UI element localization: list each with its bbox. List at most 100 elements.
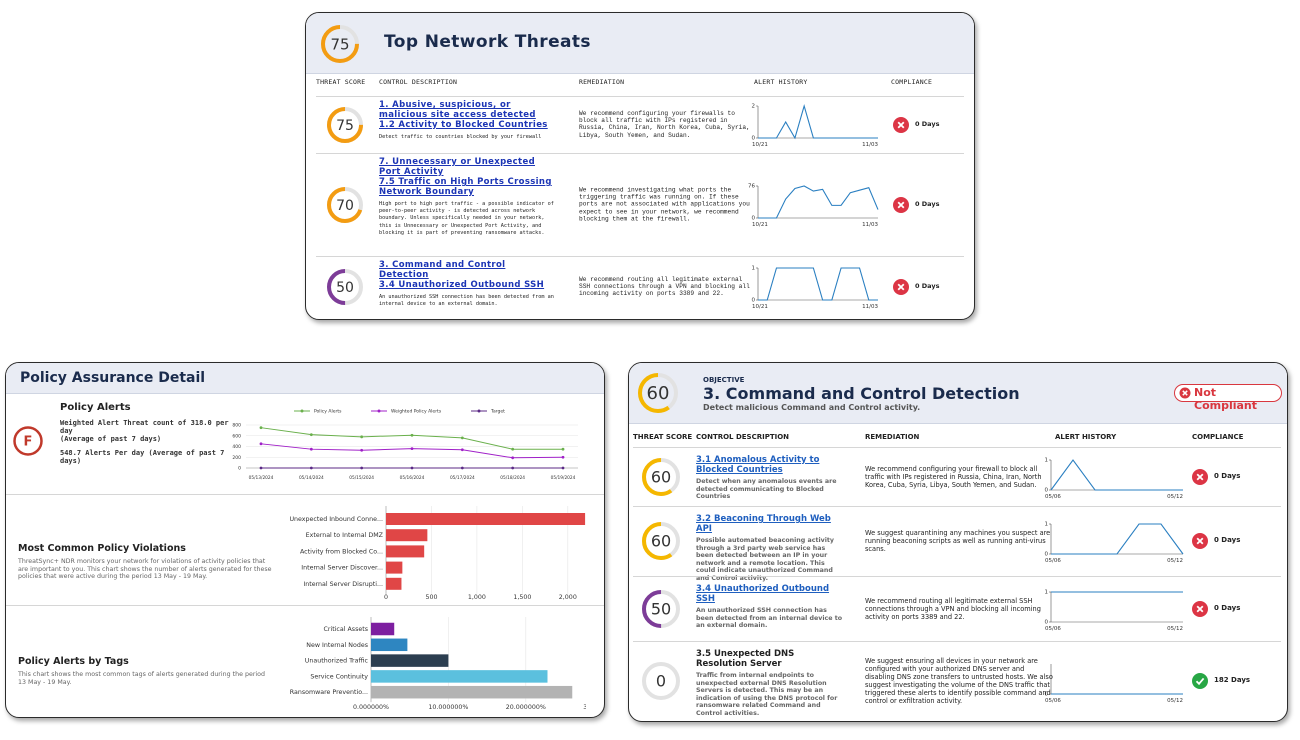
control-link[interactable]: 1. Abusive, suspicious, or malicious sit… [379,100,536,120]
score-ring: 60 [638,373,678,413]
bar-chart: 0.000000% 10.000000% 20.000000% 30.000000% C… [290,617,586,711]
series-point [360,435,364,439]
column-header: THREAT SCORE [316,78,366,86]
y-tick-label: 1 [1045,522,1049,528]
control-link[interactable]: 3.1 Anomalous Activity to Blocked Countr… [696,455,820,475]
score-ring: 60 [642,522,680,560]
control-link[interactable]: 7.5 Traffic on High Ports Crossing Netwo… [379,177,552,197]
y-tick-label: External to Internal DMZ [306,532,384,539]
divider [6,605,604,606]
legend-label: Target [490,409,505,415]
score-value: 75 [336,118,354,134]
row-divider [633,576,1281,577]
x-tick-label: 05/16/2024 [400,475,425,481]
x-tick-label: 10.000000% [428,704,468,711]
icon-glyph [1196,537,1204,545]
y-tick-label: 0 [1045,692,1049,698]
remediation-text: We recommend routing all legitimate exte… [579,275,750,298]
bar [386,529,428,542]
series-point [309,447,313,451]
series-point [309,466,313,470]
x-tick-label: 10/21 [752,222,768,228]
control-link[interactable]: 3.4 Unauthorized Outbound SSH [379,280,545,290]
series-point [460,436,464,440]
description-text: An unauthorized SSH connection has been … [379,294,554,308]
grade-badge: F [13,426,43,456]
icon-glyph [1196,473,1204,480]
y-tick-label: 0 [1045,552,1049,558]
objective-panel: OBJECTIVE 3. Command and Control Detecti… [628,362,1288,722]
policy-panel: Policy Assurance Detail Policy Alerts We… [5,362,605,718]
series-point [259,466,263,470]
y-tick-label: New Internal Nodes [306,642,368,649]
objective-label: OBJECTIVE [703,376,745,384]
column-header: REMEDIATION [579,78,625,86]
control-link[interactable]: 3.4 Unauthorized Outbound SSH [696,584,830,604]
x-tick-label: 05/12 [1167,494,1183,500]
series-point [561,466,565,470]
score-value: 60 [647,383,670,404]
x-tick-label: 05/18/2024 [500,475,525,481]
panel-title: Top Network Threats [384,32,591,52]
score-value: 60 [651,532,671,551]
remediation-text: We recommend configuring your firewalls … [579,109,750,139]
remediation-text: We recommend configuring your firewall t… [865,464,1042,489]
ring-track [642,662,680,700]
series-point [410,466,414,470]
bar [371,622,395,636]
noncompliant-icon [1192,600,1208,617]
series-line [260,443,564,459]
legend-dot [477,409,481,413]
history-line [758,184,879,219]
bar [371,670,548,683]
panel-header [306,13,974,74]
y-tick-label: 0 [752,297,756,303]
compliance-days: 0 Days [915,199,940,208]
x-tick-label: 0 [384,594,388,601]
noncompliant-icon [1192,533,1208,549]
noncompliant-icon [1192,468,1208,485]
ring-arc [642,522,680,560]
remediation-text: We suggest ensuring all devices in your … [865,657,1053,705]
description-text: Detect when any anomalous events are det… [696,478,837,501]
section-text: ThreatSync+ NDR monitors your network fo… [18,558,272,580]
control-heading: 3.5 Unexpected DNS Resolution Server [696,649,795,669]
alert-history-chart: 005/06 05/12 [1045,664,1183,704]
control-link[interactable]: 1.2 Activity to Blocked Countries [379,120,548,130]
score-ring: 70 [327,186,363,223]
column-header: ALERT HISTORY [1055,433,1117,441]
column-header: REMEDIATION [865,433,920,441]
noncompliant-icon [893,196,909,213]
compliance-days: 0 Days [915,281,940,290]
bar-chart: 0 500 1,000 1,500 2,000 Unexpected Inbound Co… [289,506,586,601]
y-tick-label: Unauthorized Traffic [305,658,369,665]
alert-history-chart: 0 1 05/06 05/12 [1045,457,1183,500]
description-text: Detect traffic to countries blocked by y… [379,134,542,140]
series-point [460,448,464,452]
y-tick-label: 800 [232,423,241,429]
y-tick-label: 200 [232,455,241,461]
weighted-note: (Average of past 7 days) [60,435,162,443]
control-link[interactable]: 3.2 Beaconing Through Web API [696,514,831,534]
score-ring: 75 [327,106,363,143]
remediation-text: We recommend routing all legitimate exte… [865,596,1041,621]
y-tick-label: Ransomware Preventio... [290,689,368,696]
x-tick-label: 500 [425,594,437,601]
x-tick-label: 05/12 [1167,558,1183,564]
description-text: High port to high port traffic - a possi… [379,201,554,236]
control-link[interactable]: 7. Unnecessary or Unexpected Port Activi… [379,157,536,177]
x-tick-label: 11/03 [862,142,878,148]
row-divider [633,506,1281,507]
compliance-days: 0 Days [915,119,940,128]
grade-ring [13,426,43,456]
control-link[interactable]: 3. Command and Control Detection [379,260,506,280]
bar [386,577,402,590]
alerts-per-day: 548.7 Alerts Per day (Average of past 7 … [60,449,225,465]
series-point [511,456,515,460]
x-tick-label: 11/03 [862,304,878,310]
control-description: 1. Abusive, suspicious, or malicious sit… [379,100,557,141]
control-description: 3.2 Beaconing Through Web API Possible au… [696,514,844,583]
status-text: Not Compliant [1194,386,1258,412]
ring-arc [642,589,680,628]
